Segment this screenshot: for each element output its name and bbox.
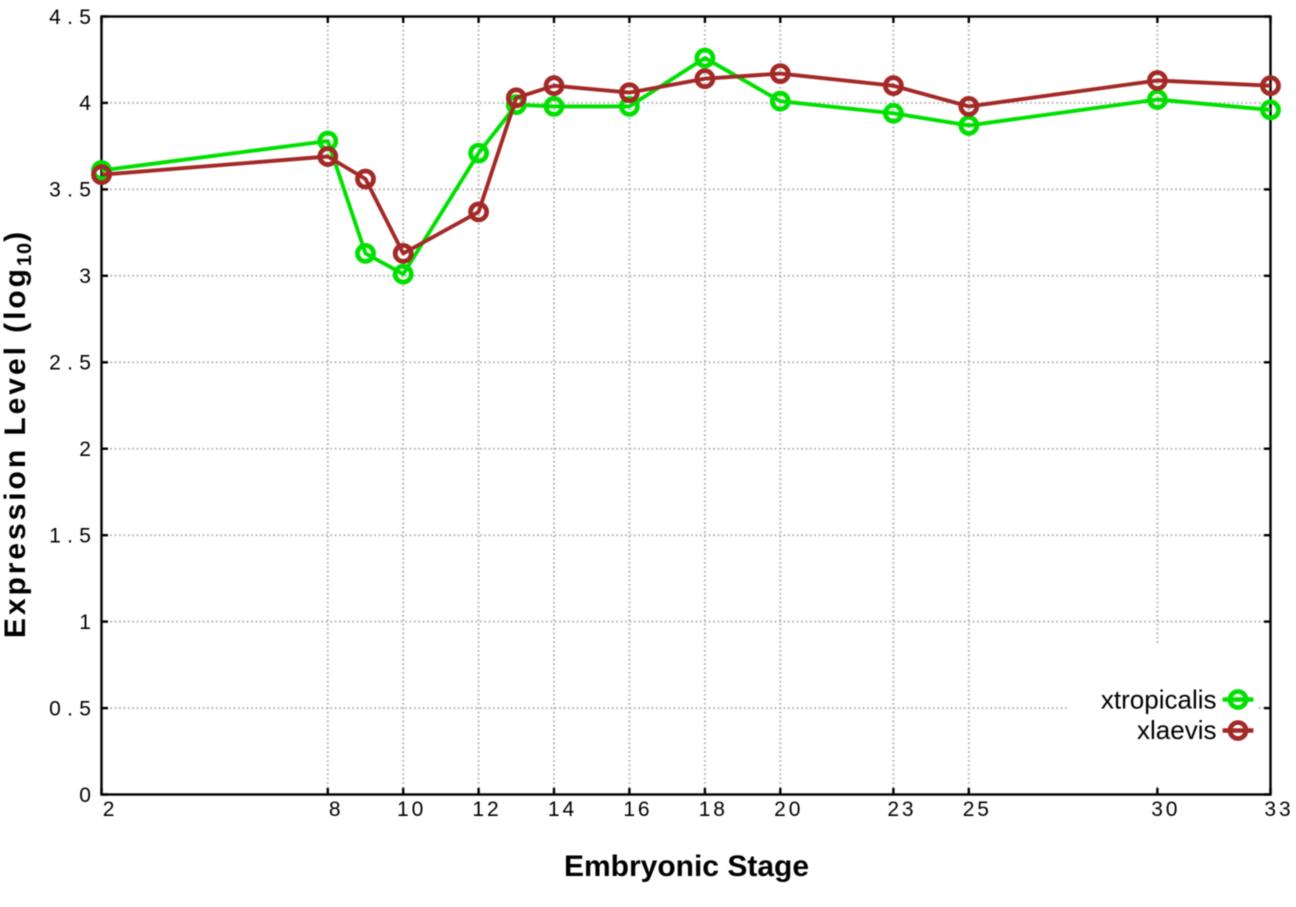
- svg-text:33: 33: [1264, 798, 1293, 821]
- svg-text:20: 20: [774, 798, 803, 821]
- svg-text:8: 8: [329, 798, 344, 821]
- svg-text:4.5: 4.5: [49, 6, 94, 29]
- svg-text:3.5: 3.5: [49, 179, 94, 202]
- svg-text:12: 12: [472, 798, 501, 821]
- svg-text:3: 3: [79, 265, 94, 288]
- svg-text:14: 14: [548, 798, 577, 821]
- svg-text:25: 25: [963, 798, 992, 821]
- svg-text:1.5: 1.5: [49, 525, 94, 548]
- svg-text:10: 10: [397, 798, 426, 821]
- svg-text:xlaevis: xlaevis: [1137, 715, 1216, 745]
- svg-text:16: 16: [623, 798, 652, 821]
- svg-text:4: 4: [79, 92, 94, 115]
- svg-text:0: 0: [79, 784, 94, 807]
- svg-text:23: 23: [887, 798, 916, 821]
- svg-text:0.5: 0.5: [49, 697, 94, 720]
- svg-text:Expression Level (log10): Expression Level (log10): [0, 229, 36, 638]
- svg-text:18: 18: [699, 798, 728, 821]
- svg-text:2: 2: [79, 438, 94, 461]
- svg-text:2: 2: [103, 798, 118, 821]
- svg-text:xtropicalis: xtropicalis: [1101, 685, 1217, 715]
- svg-text:1: 1: [79, 611, 94, 634]
- svg-text:30: 30: [1151, 798, 1180, 821]
- svg-text:2.5: 2.5: [49, 352, 94, 375]
- svg-text:Embryonic Stage: Embryonic Stage: [564, 850, 809, 883]
